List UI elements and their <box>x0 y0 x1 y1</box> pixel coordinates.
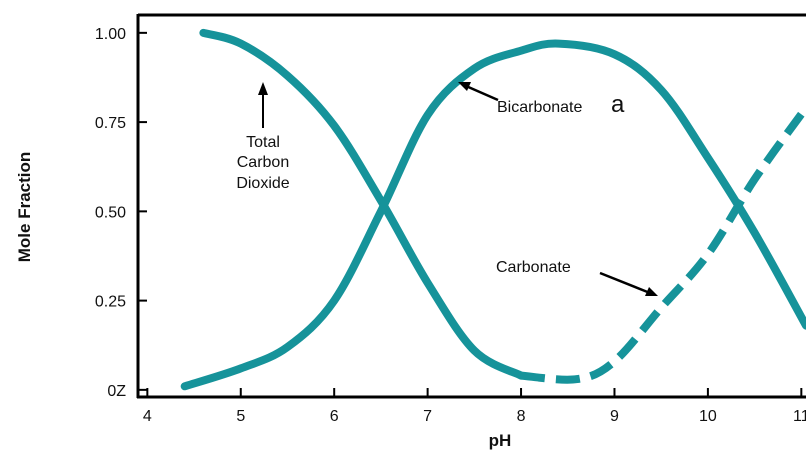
annotation-carbonate: Carbonate <box>496 259 658 296</box>
x-tick-label: 11 <box>793 408 806 425</box>
x-tick-label: 4 <box>143 408 152 425</box>
x-tick-label: 8 <box>517 408 526 425</box>
annotation-arrowhead-carbonate <box>645 287 658 296</box>
x-tick-label: 6 <box>330 408 339 425</box>
annotation-arrow-bicarbonate <box>465 84 499 102</box>
series-layer <box>180 28 806 391</box>
annotation-bicarbonate-suffix: a <box>611 91 625 118</box>
x-tick-label: 7 <box>423 408 432 425</box>
y-axis-ticks: 0Z 0.25 0.50 0.75 1.00 <box>95 26 147 400</box>
series-line-2 <box>520 105 806 384</box>
x-tick-label: 9 <box>610 408 619 425</box>
x-tick-label: 5 <box>236 408 245 425</box>
annotation-arrowhead-bicarbonate <box>458 82 471 91</box>
series-line-1 <box>199 28 525 380</box>
annotation-arrow-carbonate <box>599 271 651 295</box>
y-tick-label: 0.50 <box>95 204 126 221</box>
annotation-carbon-label: Carbon <box>237 154 289 171</box>
y-tick-label: 0.25 <box>95 294 126 311</box>
annotation-bicarbonate: Bicarbonate a <box>458 82 625 118</box>
annotation-total-label: Total <box>246 134 280 151</box>
annotation-carbonate-label: Carbonate <box>496 259 571 276</box>
annotation-total-co2: Total Carbon Dioxide <box>236 82 290 192</box>
annotation-bicarbonate-label: Bicarbonate <box>497 99 582 116</box>
y-tick-label: 0.75 <box>95 115 126 132</box>
x-axis-ticks: 4 5 6 7 8 9 10 11 <box>143 388 806 425</box>
y-tick-label: 1.00 <box>95 26 126 43</box>
y-tick-label: 0Z <box>107 383 126 400</box>
annotation-arrowhead-total-co2 <box>258 82 268 95</box>
series-line-3 <box>180 39 806 391</box>
x-axis-title: pH <box>489 431 512 450</box>
annotation-dioxide-label: Dioxide <box>236 175 289 192</box>
y-axis-title: Mole Fraction <box>15 152 34 263</box>
x-tick-label: 10 <box>699 408 717 425</box>
